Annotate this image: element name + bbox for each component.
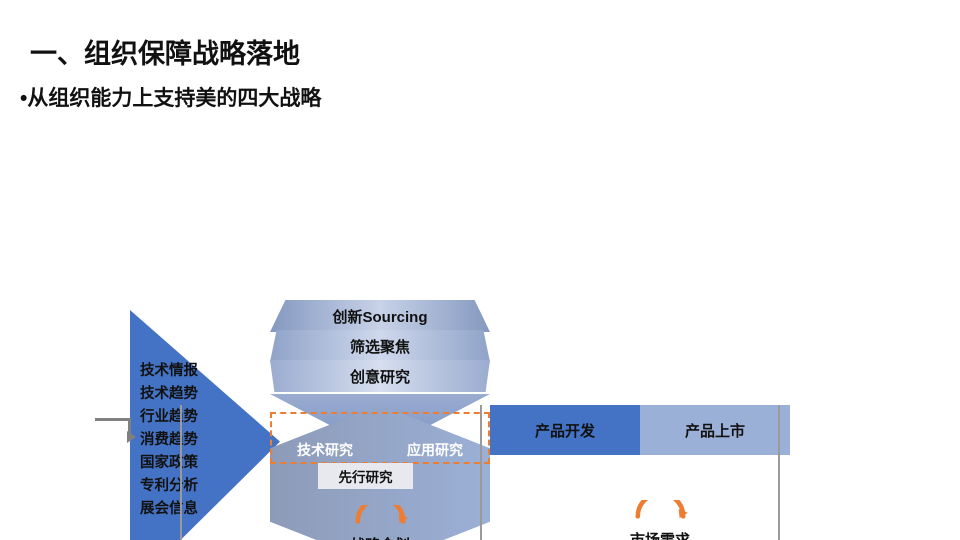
top-funnel-stack: 创新Sourcing 筛选聚焦 创意研究 — [270, 300, 490, 392]
middle-divider-line — [480, 405, 482, 540]
page-title: 一、组织保障战略落地 — [30, 32, 300, 71]
organization-strategy-diagram: 技术情报 技术趋势 行业趋势 消费趋势 国家政策 专利分析 展会信息 …… 创新… — [0, 150, 960, 540]
right-loop-vertical-connector — [778, 405, 780, 540]
funnel-row-screening-focus: 筛选聚焦 — [270, 330, 490, 362]
page-subtitle: •从组织能力上支持美的四大战略 — [20, 82, 321, 112]
funnel-row-creative-research: 创意研究 — [270, 360, 490, 392]
funnel-row-innovation-sourcing: 创新Sourcing — [270, 300, 490, 332]
arrow-into-intel-triangle — [95, 418, 131, 440]
slide-root: { "title_main": "一、组织保障战略落地", "title_sub… — [0, 0, 960, 540]
